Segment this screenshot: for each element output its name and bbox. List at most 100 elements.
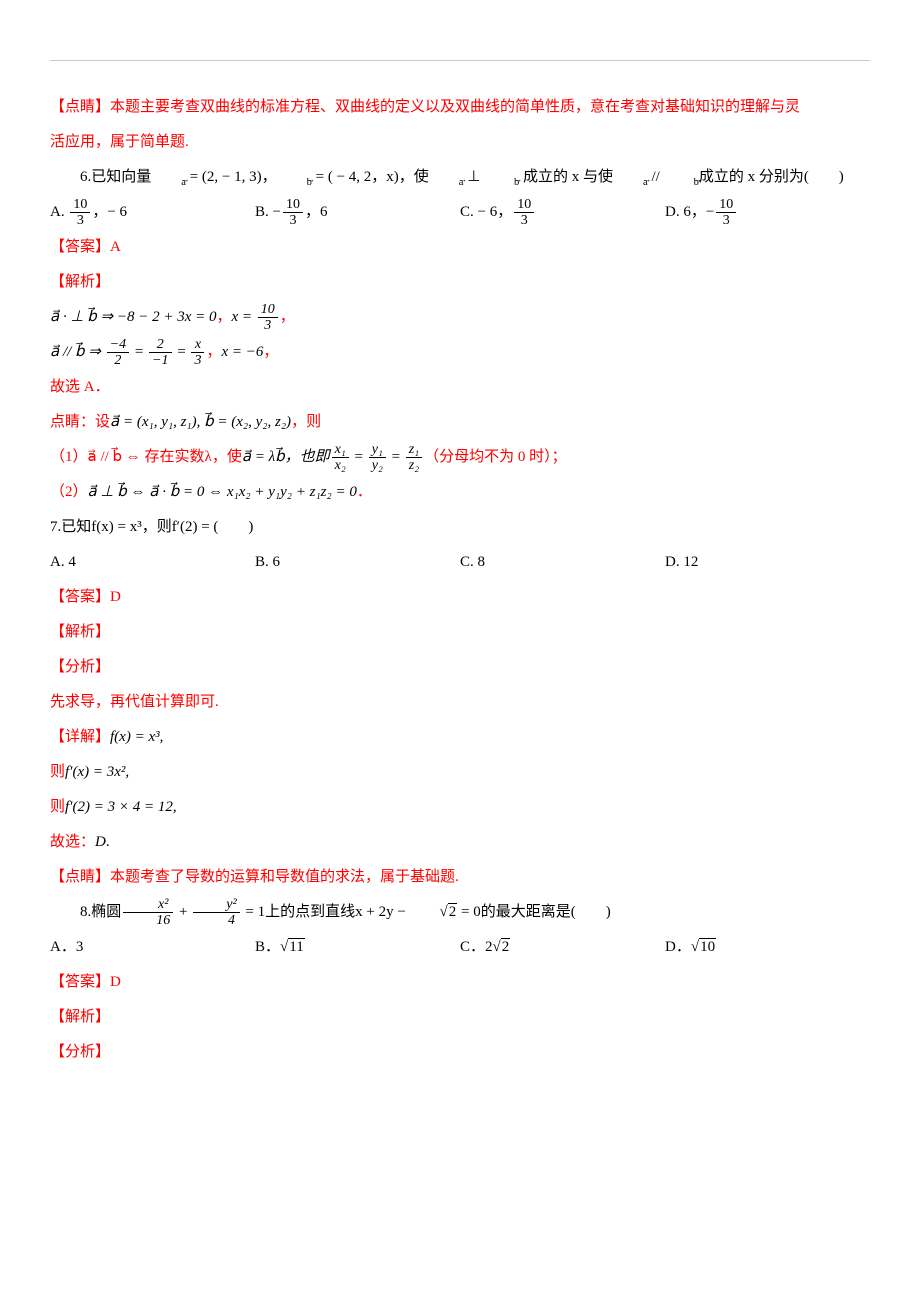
q6-opt-b: B. −103，6 xyxy=(255,196,460,229)
q8-d-label: D． xyxy=(665,939,691,955)
q6-opt-d-label: D. 6，− xyxy=(665,204,714,220)
q8-options: A．3 B．11 C．22 D．10 xyxy=(50,931,870,964)
q6-rule-1: （1）a⃗ // b⃗ ⇔ 存在实数λ，使a⃗ = λb⃗，也即x₁x₂ = y… xyxy=(50,441,870,474)
q6-stem-pre: 6.已知向量 xyxy=(80,169,151,185)
dianjing-p1-l1: 【点睛】本题主要考查双曲线的标准方程、双曲线的定义以及双曲线的简单性质，意在考查… xyxy=(50,91,870,124)
q8-suf: = 0的最大距离是( ) xyxy=(457,904,610,920)
den: 3 xyxy=(191,352,204,368)
q7-det-3: 则f′(2) = 3 × 4 = 12, xyxy=(50,791,870,824)
q6-w1-pre: a⃗ · ⊥ b⃗ ⇒ −8 − 2 + 3x = 0 xyxy=(50,309,217,325)
det1: f(x) = x³, xyxy=(110,729,163,745)
fraction-icon: y₁y₂ xyxy=(369,442,386,474)
fraction-icon: y²4 xyxy=(193,897,239,929)
q6-work-1: a⃗ · ⊥ b⃗ ⇒ −8 − 2 + 3x = 0，x = 103， xyxy=(50,301,870,334)
num: y₁ xyxy=(369,442,386,457)
q7-jiexi: 【解析】 xyxy=(50,616,870,649)
rad: 2 xyxy=(501,938,511,955)
r1-suf: （分母均不为 0 时）； xyxy=(424,449,567,465)
det4-it: D xyxy=(95,834,106,850)
den: 3 xyxy=(70,212,90,228)
den: 3 xyxy=(716,212,736,228)
q7-fenxi: 【分析】 xyxy=(50,651,870,684)
q6-opt-c-label: C. − 6， xyxy=(460,204,512,220)
num: x xyxy=(191,337,204,352)
q8-mid: = 1上的点到直线x + 2y − xyxy=(242,904,410,920)
num: 10 xyxy=(716,197,736,212)
q8-fenxi: 【分析】 xyxy=(50,1036,870,1069)
q7-stem: 7.已知f(x) = x³，则f′(2) = ( ) xyxy=(50,511,870,544)
q6-mid2: 成立的 x 与使 xyxy=(519,169,613,185)
fraction-icon: −42 xyxy=(107,337,129,369)
rad: 10 xyxy=(699,938,716,955)
den: x₂ xyxy=(332,457,349,473)
q7-opt-d: D. 12 xyxy=(665,546,870,579)
num: x₁ xyxy=(332,442,349,457)
q6-jiexi: 【解析】 xyxy=(50,266,870,299)
det4-suf: . xyxy=(106,834,110,850)
q8-jiexi: 【解析】 xyxy=(50,1001,870,1034)
q6-rule-2: （2）a⃗ ⊥ b⃗ ⇔ a⃗ · b⃗ = 0 ⇔ x₁x₂ + y₁y₂ +… xyxy=(50,476,870,509)
ds-pre: 点睛：设 xyxy=(50,414,110,430)
q6-work-3: 故选 A． xyxy=(50,371,870,404)
q7-answer: 【答案】D xyxy=(50,581,870,614)
num: 10 xyxy=(70,197,90,212)
num: 10 xyxy=(283,197,303,212)
q6-answer: 【答案】A xyxy=(50,231,870,264)
q8-b-label: B． xyxy=(255,939,280,955)
q6-w2-pre: a⃗ // b⃗ ⇒ xyxy=(50,344,105,360)
answer-value: D xyxy=(110,974,121,990)
q6-opt-a: A. 103，− 6 xyxy=(50,196,255,229)
q6-options: A. 103，− 6 B. −103，6 C. − 6，103 D. 6，−10… xyxy=(50,196,870,229)
answer-label: 【答案】 xyxy=(50,589,110,605)
den: 2 xyxy=(107,352,129,368)
r2-pre: （2） xyxy=(50,484,88,500)
den: 4 xyxy=(193,912,239,928)
r2-mid: a⃗ ⊥ b⃗ ⇔ a⃗ · b⃗ = 0 ⇔ x₁x₂ + y₁y₂ + z₁… xyxy=(88,484,357,500)
q6-a-val: = (2, − 1, 3)， xyxy=(186,169,277,185)
vec-b-label: b xyxy=(307,177,312,188)
ds-a: a⃗ = (x₁, y₁, z₁), b⃗ = (x₂, y₂, z₂) xyxy=(110,414,291,430)
fraction-icon: 103 xyxy=(70,197,90,229)
r2-suf: ． xyxy=(357,484,372,500)
dianjing-p1-l2: 活应用，属于简单题. xyxy=(50,126,870,159)
q7-det-1: 【详解】f(x) = x³, xyxy=(50,721,870,754)
q7-dianjing: 【点睛】本题考查了导数的运算和导数值的求法，属于基础题. xyxy=(50,861,870,894)
q8-answer: 【答案】D xyxy=(50,966,870,999)
q8-opt-b: B． 11 xyxy=(255,931,460,964)
q6-w1-suf: ， xyxy=(280,309,295,325)
fraction-icon: x₁x₂ xyxy=(332,442,349,474)
q8-stem: 8.椭圆x²16 + y²4 = 1上的点到直线x + 2y − 2 = 0的最… xyxy=(50,896,870,929)
q7-opt-c: C. 8 xyxy=(460,546,665,579)
eq: = xyxy=(174,344,190,360)
den: y₂ xyxy=(369,457,386,473)
den: 3 xyxy=(283,212,303,228)
fraction-icon: 103 xyxy=(283,197,303,229)
fraction-icon: 2−1 xyxy=(149,337,171,369)
plus: + xyxy=(175,904,191,920)
q6-dianjing-set: 点睛：设a⃗ = (x₁, y₁, z₁), b⃗ = (x₂, y₂, z₂)… xyxy=(50,406,870,439)
q6-opt-c: C. − 6，103 xyxy=(460,196,665,229)
num: y² xyxy=(193,897,239,912)
page-content: 【点睛】本题主要考查双曲线的标准方程、双曲线的定义以及双曲线的简单性质，意在考查… xyxy=(0,0,920,1111)
sqrt-icon: 11 xyxy=(280,931,305,964)
rad: 2 xyxy=(448,903,458,920)
num: 10 xyxy=(514,197,534,212)
fraction-icon: 103 xyxy=(514,197,534,229)
q7-det-4: 故选：D. xyxy=(50,826,870,859)
fraction-icon: x3 xyxy=(191,337,204,369)
q8-opt-c: C．22 xyxy=(460,931,665,964)
answer-label: 【答案】 xyxy=(50,974,110,990)
det-label: 【详解】 xyxy=(50,729,110,745)
q6-tail: 成立的 x 分别为( ) xyxy=(699,169,844,185)
q7-options: A. 4 B. 6 C. 8 D. 12 xyxy=(50,546,870,579)
q7-det-2: 则f′(x) = 3x², xyxy=(50,756,870,789)
r1-mid: a⃗ = λb⃗，也即 xyxy=(242,449,330,465)
rad: 11 xyxy=(288,938,304,955)
den: 3 xyxy=(514,212,534,228)
den: 16 xyxy=(123,912,173,928)
q7-opt-a: A. 4 xyxy=(50,546,255,579)
num: −4 xyxy=(107,337,129,352)
q6-stem: 6.已知向量a = (2, − 1, 3)，b = ( − 4, 2，x)，使a… xyxy=(50,161,870,194)
fraction-icon: z₁z₂ xyxy=(406,442,422,474)
ds-suf: ，则 xyxy=(291,414,321,430)
